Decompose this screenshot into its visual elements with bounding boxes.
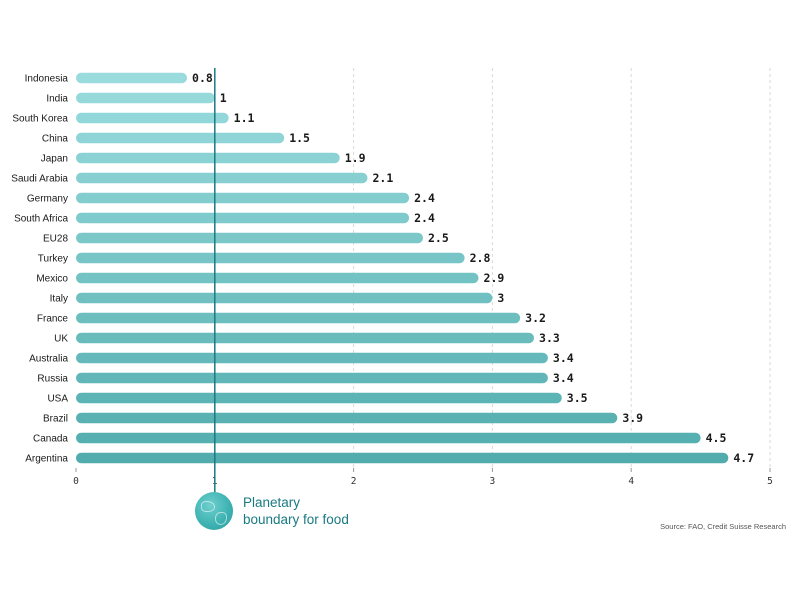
category-labels: Indonesia India South Korea China Japan Saudi… xyxy=(11,74,68,465)
value-label: 3.4 xyxy=(553,371,574,385)
value-label: 2.1 xyxy=(372,171,393,185)
bar xyxy=(76,152,340,164)
category-label: Saudi Arabia xyxy=(11,174,68,185)
category-label: Argentina xyxy=(25,454,68,465)
value-label: 3.2 xyxy=(525,311,546,325)
category-label: UK xyxy=(54,334,68,345)
bars xyxy=(76,72,729,464)
value-label: 0.8 xyxy=(192,71,213,85)
value-label: 3 xyxy=(497,291,504,305)
category-label: Canada xyxy=(33,434,68,445)
category-label: South Africa xyxy=(14,214,68,225)
globe-icon xyxy=(195,492,233,530)
category-label: Turkey xyxy=(38,254,68,265)
bar xyxy=(76,292,493,304)
bar xyxy=(76,332,535,344)
bar xyxy=(76,212,410,224)
category-label: Mexico xyxy=(36,274,68,285)
bar xyxy=(76,192,410,204)
value-label: 1 xyxy=(220,91,227,105)
bar xyxy=(76,392,562,404)
value-label: 2.4 xyxy=(414,191,435,205)
category-label: Indonesia xyxy=(25,74,69,85)
category-label: EU28 xyxy=(43,234,68,245)
value-label: 2.4 xyxy=(414,211,435,225)
category-label: France xyxy=(37,314,69,325)
value-labels: 0.8 1 1.1 1.5 1.9 2.1 2.4 2.4 2.5 2.8 2.9 3 3.2 3.3 3.… xyxy=(192,71,754,465)
bar xyxy=(76,172,368,184)
bar xyxy=(76,92,215,104)
category-label: Australia xyxy=(29,354,68,365)
value-label: 1.9 xyxy=(345,151,366,165)
value-label: 4.7 xyxy=(733,451,754,465)
category-label: USA xyxy=(47,394,68,405)
value-label: 4.5 xyxy=(706,431,727,445)
x-tick-label: 4 xyxy=(628,476,634,487)
legend: Planetary boundary for food xyxy=(195,492,349,530)
x-axis: 012345 xyxy=(73,468,773,487)
bar xyxy=(76,112,229,124)
legend-line-1: Planetary xyxy=(243,495,301,510)
value-label: 3.5 xyxy=(567,391,588,405)
value-label: 3.4 xyxy=(553,351,574,365)
x-tick-label: 5 xyxy=(767,476,773,487)
x-tick-label: 3 xyxy=(490,476,496,487)
grid xyxy=(214,68,771,468)
bar xyxy=(76,72,188,84)
category-label: Russia xyxy=(37,374,68,385)
value-label: 1.5 xyxy=(289,131,310,145)
bar xyxy=(76,352,548,364)
legend-text: Planetary boundary for food xyxy=(243,494,349,528)
bar xyxy=(76,132,285,144)
legend-line-2: boundary for food xyxy=(243,512,349,527)
category-label: Brazil xyxy=(43,414,68,425)
category-label: Japan xyxy=(41,154,68,165)
value-label: 3.3 xyxy=(539,331,560,345)
category-label: Germany xyxy=(27,194,68,205)
value-label: 2.9 xyxy=(484,271,505,285)
category-label: South Korea xyxy=(12,114,68,125)
bar xyxy=(76,452,729,464)
bar xyxy=(76,412,618,424)
category-label: India xyxy=(46,94,68,105)
bar xyxy=(76,232,423,244)
category-label: Italy xyxy=(50,294,68,305)
value-label: 1.1 xyxy=(234,111,255,125)
x-tick-label: 0 xyxy=(73,476,79,487)
category-label: China xyxy=(42,134,69,145)
value-label: 3.9 xyxy=(622,411,643,425)
x-tick-label: 2 xyxy=(351,476,357,487)
bar xyxy=(76,252,465,264)
value-label: 2.8 xyxy=(470,251,491,265)
bar xyxy=(76,372,548,384)
bar xyxy=(76,312,521,324)
bar xyxy=(76,432,701,444)
bar xyxy=(76,272,479,284)
source-note: Source: FAO, Credit Suisse Research xyxy=(660,522,786,531)
value-label: 2.5 xyxy=(428,231,449,245)
